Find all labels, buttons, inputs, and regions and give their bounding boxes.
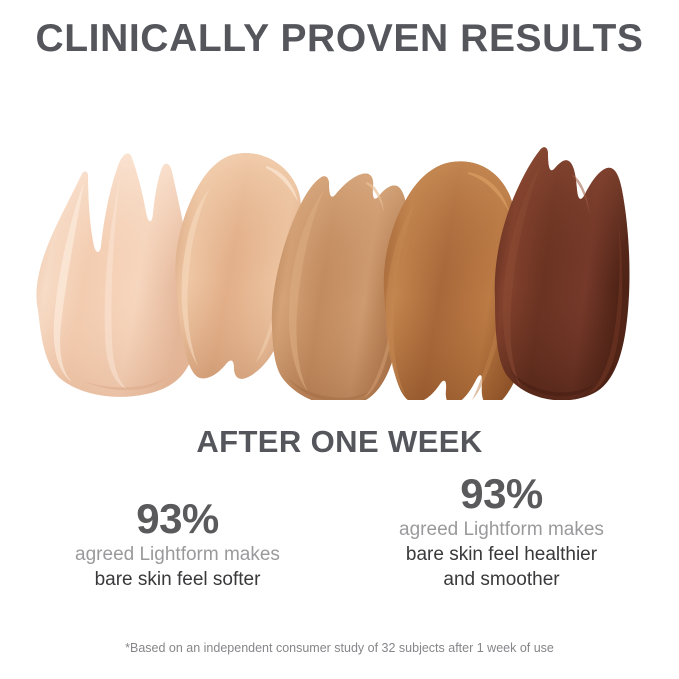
swatch-shade-5-deep xyxy=(494,147,630,400)
swatch-shade-3-medium xyxy=(271,173,410,400)
stat-value: 93% xyxy=(136,495,219,542)
stat-caption-dark-2: and smoother xyxy=(443,569,560,590)
stat-caption-light: agreed Lightform makes xyxy=(75,544,280,565)
stat-caption-dark-1: bare skin feel softer xyxy=(94,569,261,590)
swatch-row xyxy=(0,78,679,400)
footnote-disclaimer: *Based on an independent consumer study … xyxy=(125,641,554,655)
stat-caption-light: agreed Lightform makes xyxy=(399,519,604,540)
stats-row: 93% agreed Lightform makes bare skin fee… xyxy=(0,470,679,600)
swatch-shade-1-fair xyxy=(36,153,198,397)
stat-healthier-smoother: 93% agreed Lightform makes bare skin fee… xyxy=(352,471,652,600)
page-title: CLINICALLY PROVEN RESULTS xyxy=(35,17,644,60)
stat-caption-dark-1: bare skin feel healthier xyxy=(405,544,598,565)
stat-value: 93% xyxy=(460,470,543,517)
section-subtitle: AFTER ONE WEEK xyxy=(196,424,483,459)
stat-softer: 93% agreed Lightform makes bare skin fee… xyxy=(28,496,328,600)
